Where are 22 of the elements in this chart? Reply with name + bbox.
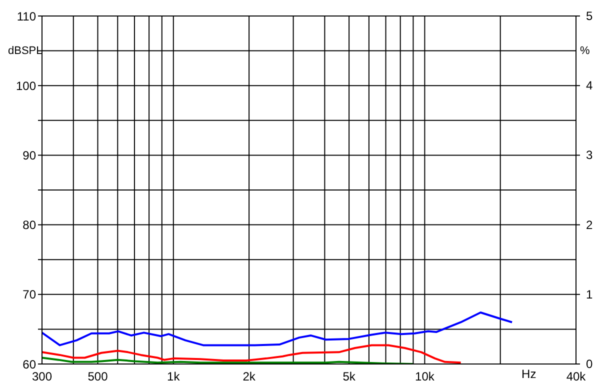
x-tick-label: 2k bbox=[242, 370, 256, 384]
x-tick-label: 10k bbox=[415, 370, 436, 384]
y-tick-label: 100 bbox=[16, 78, 36, 93]
x-axis-title: Hz bbox=[522, 367, 536, 381]
x-tick-label: 40k bbox=[566, 370, 587, 384]
x-tick-label: 5k bbox=[342, 370, 356, 384]
y-axis-title: dBSPL bbox=[8, 44, 42, 58]
y2-tick-label: 4 bbox=[586, 78, 593, 93]
y-tick-label: 70 bbox=[22, 288, 36, 302]
x-tick-label: 300 bbox=[32, 370, 52, 384]
y2-tick-label: 2 bbox=[586, 218, 593, 232]
y2-tick-label: 0 bbox=[586, 357, 593, 371]
y2-tick-label: 5 bbox=[586, 9, 593, 23]
y2-axis-title: % bbox=[580, 44, 590, 58]
x-tick-label: 1k bbox=[167, 370, 181, 384]
y-tick-label: 60 bbox=[22, 357, 36, 372]
y-tick-label: 110 bbox=[16, 9, 36, 24]
y2-tick-label: 3 bbox=[586, 148, 593, 162]
y-tick-label: 80 bbox=[22, 218, 36, 232]
y2-tick-label: 1 bbox=[586, 287, 593, 302]
x-tick-label: 500 bbox=[88, 370, 108, 384]
y-tick-label: 90 bbox=[22, 148, 36, 162]
